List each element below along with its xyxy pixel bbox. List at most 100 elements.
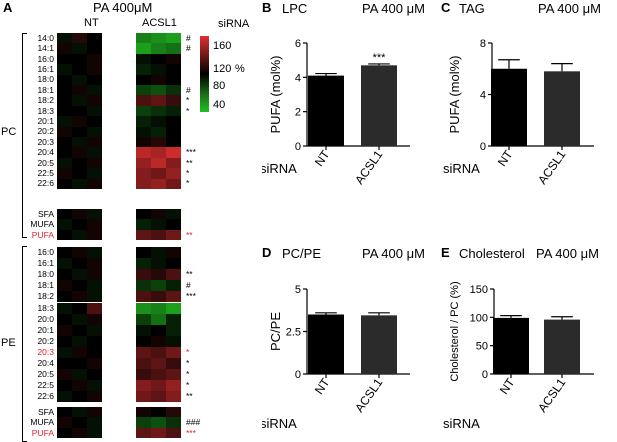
pe-cell xyxy=(87,358,102,370)
pe-cell xyxy=(166,269,181,281)
pe-cell xyxy=(72,369,87,381)
pc-row-label: 20:1 xyxy=(37,115,54,126)
pe-cell xyxy=(87,335,102,347)
pc-cell xyxy=(166,147,181,158)
pe-summary-cell xyxy=(136,417,151,428)
pc-cell xyxy=(72,157,87,169)
pc-summary-cell xyxy=(87,219,102,230)
pc-cell xyxy=(72,116,87,127)
pc-cell xyxy=(57,126,72,137)
pc-cell xyxy=(57,53,72,65)
pc-cell xyxy=(151,178,166,189)
pe-summary-cell xyxy=(57,417,72,428)
pe-cell xyxy=(151,324,166,336)
pe-cell xyxy=(166,335,181,347)
pe-significance: * xyxy=(186,369,190,380)
pe-cell xyxy=(72,247,87,259)
category-label: NT xyxy=(312,375,333,397)
pc-cell xyxy=(57,74,72,85)
panel-d-condition: PA 400 μM xyxy=(362,246,425,261)
pc-significance: # xyxy=(186,43,191,54)
legend-tick-160: 160 xyxy=(213,40,232,52)
heatmap-col-nt: NT xyxy=(84,17,99,29)
pc-row-label: 18:0 xyxy=(37,74,54,85)
pe-cell xyxy=(57,369,72,381)
pe-cell xyxy=(136,280,151,292)
pe-summary-cell xyxy=(151,407,166,418)
pe-row-label: 16:0 xyxy=(37,247,54,258)
pc-cell xyxy=(72,95,87,106)
pc-summary-cell xyxy=(87,209,102,220)
pc-summary-cell xyxy=(166,209,181,220)
pe-cell xyxy=(151,247,166,259)
pe-cell xyxy=(166,358,181,370)
pe-cell xyxy=(136,324,151,336)
pe-summary-row-label: MUFA xyxy=(30,417,54,428)
panel-d-title: PC/PE xyxy=(282,246,322,261)
pe-cell xyxy=(166,369,181,381)
bar-acsl1 xyxy=(544,71,580,146)
pc-cell xyxy=(151,116,166,127)
pe-cell xyxy=(87,324,102,336)
pe-cell xyxy=(151,258,166,270)
pe-cell xyxy=(87,346,102,358)
pc-cell xyxy=(87,105,102,117)
pc-row-label: 14:0 xyxy=(37,32,54,43)
pc-cell xyxy=(57,168,72,179)
category-label: ACSL1 xyxy=(352,147,385,186)
pc-significance: * xyxy=(186,167,190,178)
color-legend xyxy=(200,36,209,112)
pe-bracket xyxy=(22,246,27,442)
pc-cell xyxy=(166,43,181,54)
pc-cell xyxy=(136,116,151,127)
panel-c-title: TAG xyxy=(459,1,485,16)
pc-significance: * xyxy=(186,178,190,189)
pc-cell xyxy=(57,157,72,169)
pc-cell xyxy=(57,64,72,75)
y-tick-label: 150 xyxy=(470,284,488,296)
pc-cell xyxy=(136,53,151,65)
pc-row-label: 22:6 xyxy=(37,178,54,189)
pe-row-label: 20:0 xyxy=(37,313,54,324)
y-tick-label: 4 xyxy=(480,90,486,102)
pe-cell xyxy=(57,269,72,281)
pc-cell xyxy=(72,147,87,158)
y-tick-label: 8 xyxy=(480,38,486,50)
pc-cell xyxy=(151,105,166,117)
pc-cell xyxy=(166,33,181,44)
pc-cell xyxy=(166,116,181,127)
pe-row-label: 20:2 xyxy=(37,335,54,346)
panel-e-letter: E xyxy=(441,245,450,260)
pc-cell xyxy=(151,147,166,158)
pe-cell xyxy=(72,258,87,270)
category-label: ACSL1 xyxy=(535,147,568,186)
pe-cell xyxy=(57,358,72,370)
pc-summary-cell xyxy=(151,209,166,220)
pe-cell xyxy=(136,269,151,281)
pc-cell xyxy=(72,53,87,65)
y-axis-label: PC/PE xyxy=(268,312,283,351)
bar-acsl1 xyxy=(361,65,397,146)
pc-cell xyxy=(87,178,102,189)
pe-summary-cell xyxy=(57,407,72,418)
pc-cell xyxy=(72,168,87,179)
pc-summary-cell xyxy=(136,229,151,241)
panel-b-condition: PA 400 μM xyxy=(362,1,425,16)
pc-cell xyxy=(151,126,166,137)
bar-chart-cholesterol: 0 50 100 150 Cholesterol / PC (%) NT ACSL1 siRN… xyxy=(443,281,594,431)
pe-cell xyxy=(87,258,102,270)
pc-significance: # xyxy=(186,32,191,43)
pc-cell xyxy=(87,137,102,148)
pe-row-label: 18:0 xyxy=(37,269,54,280)
pe-cell xyxy=(151,269,166,281)
pe-cell xyxy=(136,335,151,347)
pc-summary-row-label: PUFA xyxy=(31,229,54,240)
pc-row-label: 20:5 xyxy=(37,157,54,168)
pc-cell xyxy=(151,43,166,54)
pc-cell xyxy=(72,105,87,117)
bar-nt xyxy=(308,314,344,374)
pc-cell xyxy=(136,137,151,148)
category-label: NT xyxy=(497,375,518,397)
y-tick-label: 50 xyxy=(476,341,488,353)
legend-tick-120: 120 xyxy=(213,63,232,75)
